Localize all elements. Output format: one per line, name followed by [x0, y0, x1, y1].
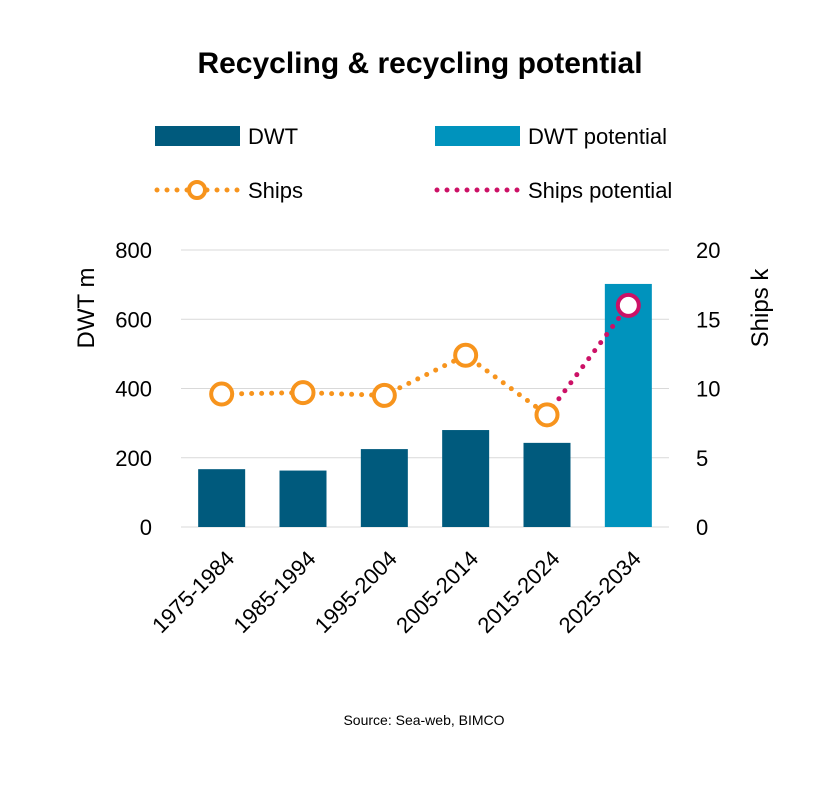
marker-ships-1975-1984: [209, 381, 235, 407]
left-tick-label: 0: [140, 515, 152, 540]
left-axis-ticks: 0 200 400 600 800: [115, 238, 152, 540]
bar-dwt-1985-1994: [279, 470, 327, 527]
left-tick-label: 800: [115, 238, 152, 263]
right-axis-ticks: 0 5 10 15 20: [696, 238, 720, 540]
legend-marker-ships: [187, 180, 207, 200]
right-axis-label: Ships k: [747, 268, 774, 348]
bar-dwt-2015-2024: [523, 442, 571, 527]
x-tick-label: 2005-2014: [391, 546, 483, 638]
marker-ships-1995-2004: [371, 382, 397, 408]
legend-label-dwt: DWT: [248, 124, 298, 149]
line-ships-potential: [544, 302, 631, 418]
right-tick-label: 20: [696, 238, 720, 263]
x-tick-label: 1975-1984: [147, 546, 239, 638]
left-axis-label: DWT m: [73, 268, 100, 349]
marker-ships-2015-2024: [534, 402, 560, 428]
left-tick-label: 200: [115, 446, 152, 471]
source-note: Source: Sea-web, BIMCO: [343, 712, 504, 728]
bars: [198, 283, 652, 527]
x-tick-label: 1985-1994: [228, 546, 320, 638]
legend: DWT DWT potential Ships Ships potential: [154, 124, 672, 203]
x-tick-label: 1995-2004: [310, 546, 402, 638]
bar-dwt-potential-2025-2034: [604, 283, 652, 527]
right-tick-label: 15: [696, 307, 720, 332]
right-tick-label: 0: [696, 515, 708, 540]
x-axis-ticks: 1975-19841985-19941995-20042005-20142015…: [147, 546, 646, 638]
gridlines: [181, 249, 669, 528]
legend-label-dwt-potential: DWT potential: [528, 124, 667, 149]
legend-label-ships: Ships: [248, 178, 303, 203]
legend-swatch-dwt: [155, 126, 240, 146]
ship-markers: [209, 292, 641, 428]
legend-label-ships-potential: Ships potential: [528, 178, 672, 203]
right-tick-label: 10: [696, 377, 720, 402]
bar-dwt-2005-2014: [442, 430, 490, 527]
left-tick-label: 400: [115, 377, 152, 402]
legend-swatch-dwt-potential: [435, 126, 520, 146]
bar-dwt-1995-2004: [360, 449, 408, 527]
left-tick-label: 600: [115, 307, 152, 332]
right-tick-label: 5: [696, 446, 708, 471]
ship-lines: [219, 302, 631, 418]
x-tick-label: 2025-2034: [554, 546, 646, 638]
marker-ships-1985-1994: [290, 380, 316, 406]
chart-title: Recycling & recycling potential: [197, 47, 642, 80]
marker-ships-potential-2025-2034: [615, 292, 641, 318]
marker-ships-2005-2014: [453, 342, 479, 368]
bar-dwt-1975-1984: [198, 469, 246, 527]
x-tick-label: 2015-2024: [472, 546, 564, 638]
